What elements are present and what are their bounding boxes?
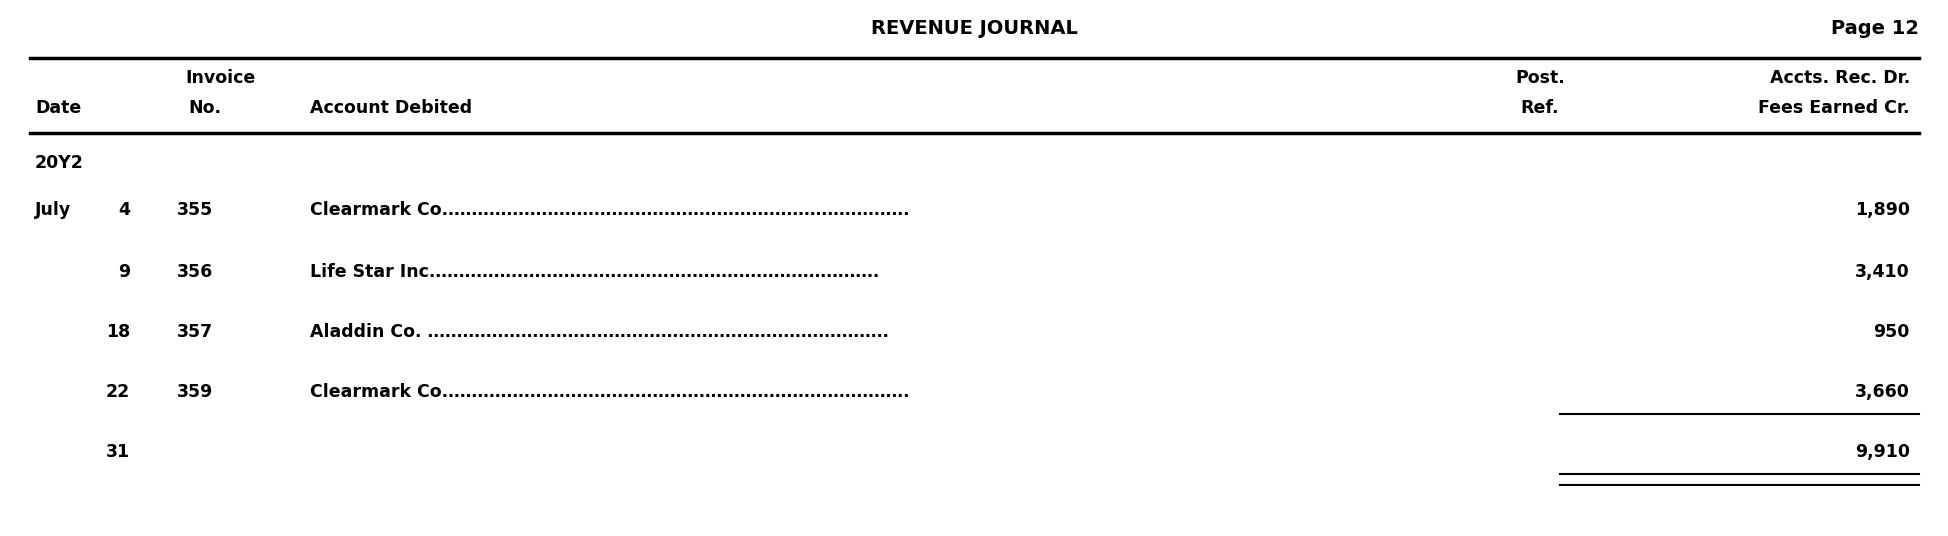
Text: Invoice: Invoice	[185, 69, 255, 87]
Text: 3,410: 3,410	[1854, 263, 1909, 281]
Text: July: July	[35, 201, 72, 219]
Text: Clearmark Co.…………………………………………………………………….: Clearmark Co.…………………………………………………………………….	[310, 383, 910, 401]
Text: No.: No.	[189, 99, 222, 117]
Text: Clearmark Co.…………………………………………………………………….: Clearmark Co.…………………………………………………………………….	[310, 201, 910, 219]
Text: 3,660: 3,660	[1854, 383, 1909, 401]
Text: REVENUE JOURNAL: REVENUE JOURNAL	[871, 19, 1077, 38]
Text: Page 12: Page 12	[1829, 19, 1919, 38]
Text: 1,890: 1,890	[1854, 201, 1909, 219]
Text: 9: 9	[117, 263, 131, 281]
Text: Account Debited: Account Debited	[310, 99, 471, 117]
Text: Aladdin Co. …………………………………………………………………….: Aladdin Co. …………………………………………………………………….	[310, 323, 888, 341]
Text: Ref.: Ref.	[1519, 99, 1558, 117]
Text: 950: 950	[1872, 323, 1909, 341]
Text: Fees Earned Cr.: Fees Earned Cr.	[1757, 99, 1909, 117]
Text: 355: 355	[177, 201, 212, 219]
Text: Date: Date	[35, 99, 82, 117]
Text: 18: 18	[105, 323, 131, 341]
Text: 31: 31	[105, 443, 131, 461]
Text: 20Y2: 20Y2	[35, 154, 84, 172]
Text: 356: 356	[177, 263, 212, 281]
Text: 357: 357	[177, 323, 212, 341]
Text: 359: 359	[177, 383, 212, 401]
Text: 9,910: 9,910	[1854, 443, 1909, 461]
Text: 4: 4	[119, 201, 131, 219]
Text: Accts. Rec. Dr.: Accts. Rec. Dr.	[1769, 69, 1909, 87]
Text: Life Star Inc.………………………………………………………………….: Life Star Inc.………………………………………………………………….	[310, 263, 879, 281]
Text: Post.: Post.	[1514, 69, 1564, 87]
Text: 22: 22	[105, 383, 131, 401]
